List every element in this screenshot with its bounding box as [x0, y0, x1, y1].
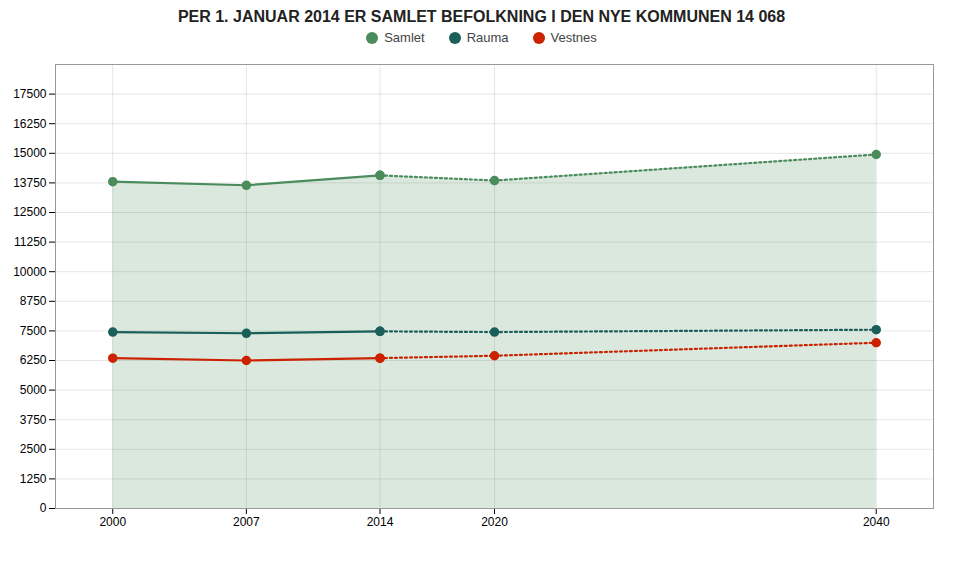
svg-text:2000: 2000 [99, 515, 126, 529]
svg-text:0: 0 [40, 501, 47, 515]
html-text:PER 1. JANUAR 2014 ER SAMLET B: PER 1. JANUAR 2014 ER SAMLET BEFOLKNING … [177, 8, 786, 25]
svg-text:8750: 8750 [20, 294, 47, 308]
svg-text:2040: 2040 [863, 515, 890, 529]
svg-text:3750: 3750 [20, 413, 47, 427]
svg-text:1250: 1250 [20, 472, 47, 486]
html-text:Samlet: Samlet [384, 30, 425, 45]
svg-text:15000: 15000 [13, 146, 47, 160]
svg-text:7500: 7500 [20, 324, 47, 338]
svg-text:2014: 2014 [367, 515, 394, 529]
svg-text:17500: 17500 [13, 87, 47, 101]
svg-text:10000: 10000 [13, 265, 47, 279]
svg-text:16250: 16250 [13, 117, 47, 131]
svg-text:6250: 6250 [20, 353, 47, 367]
svg-text:2500: 2500 [20, 442, 47, 456]
svg-text:12500: 12500 [13, 205, 47, 219]
html-text:Rauma: Rauma [466, 30, 509, 45]
svg-text:11250: 11250 [14, 235, 47, 249]
svg-text:2020: 2020 [481, 515, 508, 529]
svg-text:13750: 13750 [13, 176, 47, 190]
svg-text:2007: 2007 [233, 515, 260, 529]
html-text:Vestnes: Vestnes [550, 30, 597, 45]
svg-text:5000: 5000 [20, 383, 47, 397]
